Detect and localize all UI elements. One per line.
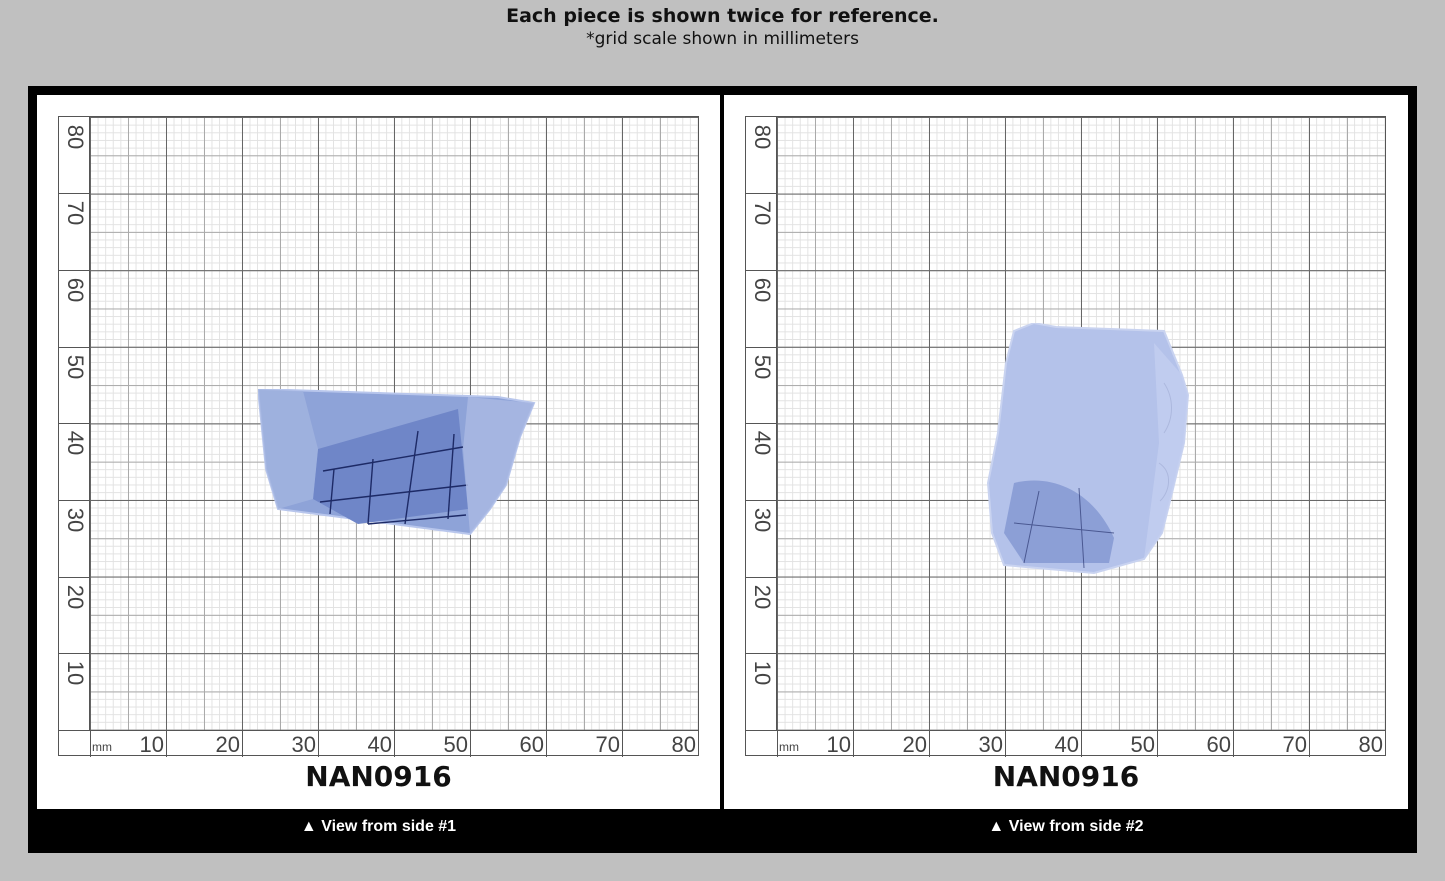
x-divider: [394, 731, 395, 757]
header-subtitle: *grid scale shown in millimeters: [586, 29, 859, 49]
y-tick: 10: [749, 660, 775, 686]
y-tick: 60: [749, 277, 775, 303]
x-divider: [546, 731, 547, 757]
y-divider: [59, 653, 90, 654]
y-divider: [59, 423, 90, 424]
y-divider: [746, 577, 777, 578]
x-tick: 20: [902, 732, 927, 757]
x-divider: [622, 731, 623, 757]
item-code: NAN0916: [305, 760, 452, 793]
y-divider: [746, 423, 777, 424]
unit-label: mm: [92, 740, 112, 754]
y-tick: 20: [749, 584, 775, 610]
y-tick: 30: [62, 507, 88, 533]
gemstone-image: [258, 389, 536, 536]
x-axis-labels: mm 10 20 30 40 50 60 70 80: [59, 730, 698, 757]
x-divider: [318, 731, 319, 757]
x-tick: 20: [215, 732, 240, 757]
y-tick: 50: [62, 354, 88, 380]
x-divider: [242, 731, 243, 757]
x-tick: 70: [595, 732, 620, 757]
x-divider: [929, 731, 930, 757]
x-tick: 80: [671, 732, 696, 757]
x-axis-labels: mm 10 20 30 40 50 60 70 80: [746, 730, 1385, 757]
x-tick: 80: [1358, 732, 1383, 757]
y-axis-labels: 80 70 60 50 40 30 20 10: [746, 117, 777, 730]
photo-frame: 80 70 60 50 40 30 20 10: [28, 86, 1417, 853]
y-tick: 20: [62, 584, 88, 610]
gemstone-image: [986, 323, 1190, 575]
item-code: NAN0916: [992, 760, 1140, 793]
y-divider: [59, 577, 90, 578]
x-tick: 70: [1282, 732, 1307, 757]
y-divider: [746, 500, 777, 501]
caption-side-1: ▲ View from side #1: [300, 818, 457, 835]
x-divider: [90, 731, 91, 757]
x-tick: 50: [443, 732, 468, 757]
x-divider: [1233, 731, 1234, 757]
x-tick: 40: [1054, 732, 1079, 757]
y-tick: 80: [749, 124, 775, 150]
y-tick: 70: [62, 200, 88, 226]
y-divider: [59, 193, 90, 194]
y-divider: [746, 193, 777, 194]
x-divider: [1005, 731, 1006, 757]
y-tick: 40: [749, 430, 775, 456]
y-axis-labels: 80 70 60 50 40 30 20 10: [59, 117, 90, 730]
y-tick: 60: [62, 277, 88, 303]
x-divider: [166, 731, 167, 757]
view-panel-side-2: 80 70 60 50 40 30 20 10: [724, 95, 1408, 809]
y-divider: [746, 270, 777, 271]
x-tick: 10: [139, 732, 164, 757]
caption-side-2: ▲ View from side #2: [988, 818, 1144, 835]
x-divider: [853, 731, 854, 757]
grid-plot-area: [90, 117, 698, 730]
y-divider: [746, 347, 777, 348]
y-tick: 40: [62, 430, 88, 456]
x-tick: 30: [291, 732, 316, 757]
x-divider: [1081, 731, 1082, 757]
y-divider: [746, 653, 777, 654]
view-panel-side-1: 80 70 60 50 40 30 20 10: [37, 95, 720, 809]
x-divider: [777, 731, 778, 757]
x-tick: 50: [1130, 732, 1155, 757]
x-tick: 40: [367, 732, 392, 757]
x-tick: 60: [519, 732, 544, 757]
y-tick: 10: [62, 660, 88, 686]
x-tick: 60: [1206, 732, 1231, 757]
y-divider: [59, 270, 90, 271]
y-divider: [59, 347, 90, 348]
y-tick: 80: [62, 124, 88, 150]
x-divider: [1309, 731, 1310, 757]
y-divider: [59, 500, 90, 501]
y-tick: 70: [749, 200, 775, 226]
mm-grid: 80 70 60 50 40 30 20 10: [58, 116, 699, 757]
grid-plot-area: [777, 117, 1385, 730]
x-tick: 10: [826, 732, 851, 757]
y-tick: 30: [749, 507, 775, 533]
header-title: Each piece is shown twice for reference.: [506, 5, 939, 27]
x-divider: [1157, 731, 1158, 757]
unit-label: mm: [779, 740, 799, 754]
page-header: Each piece is shown twice for reference.…: [0, 4, 1445, 50]
y-tick: 50: [749, 354, 775, 380]
x-tick: 30: [978, 732, 1003, 757]
x-divider: [470, 731, 471, 757]
caption-bar: ▲ View from side #1 ▲ View from side #2: [28, 809, 1417, 845]
mm-grid: 80 70 60 50 40 30 20 10: [745, 116, 1386, 757]
